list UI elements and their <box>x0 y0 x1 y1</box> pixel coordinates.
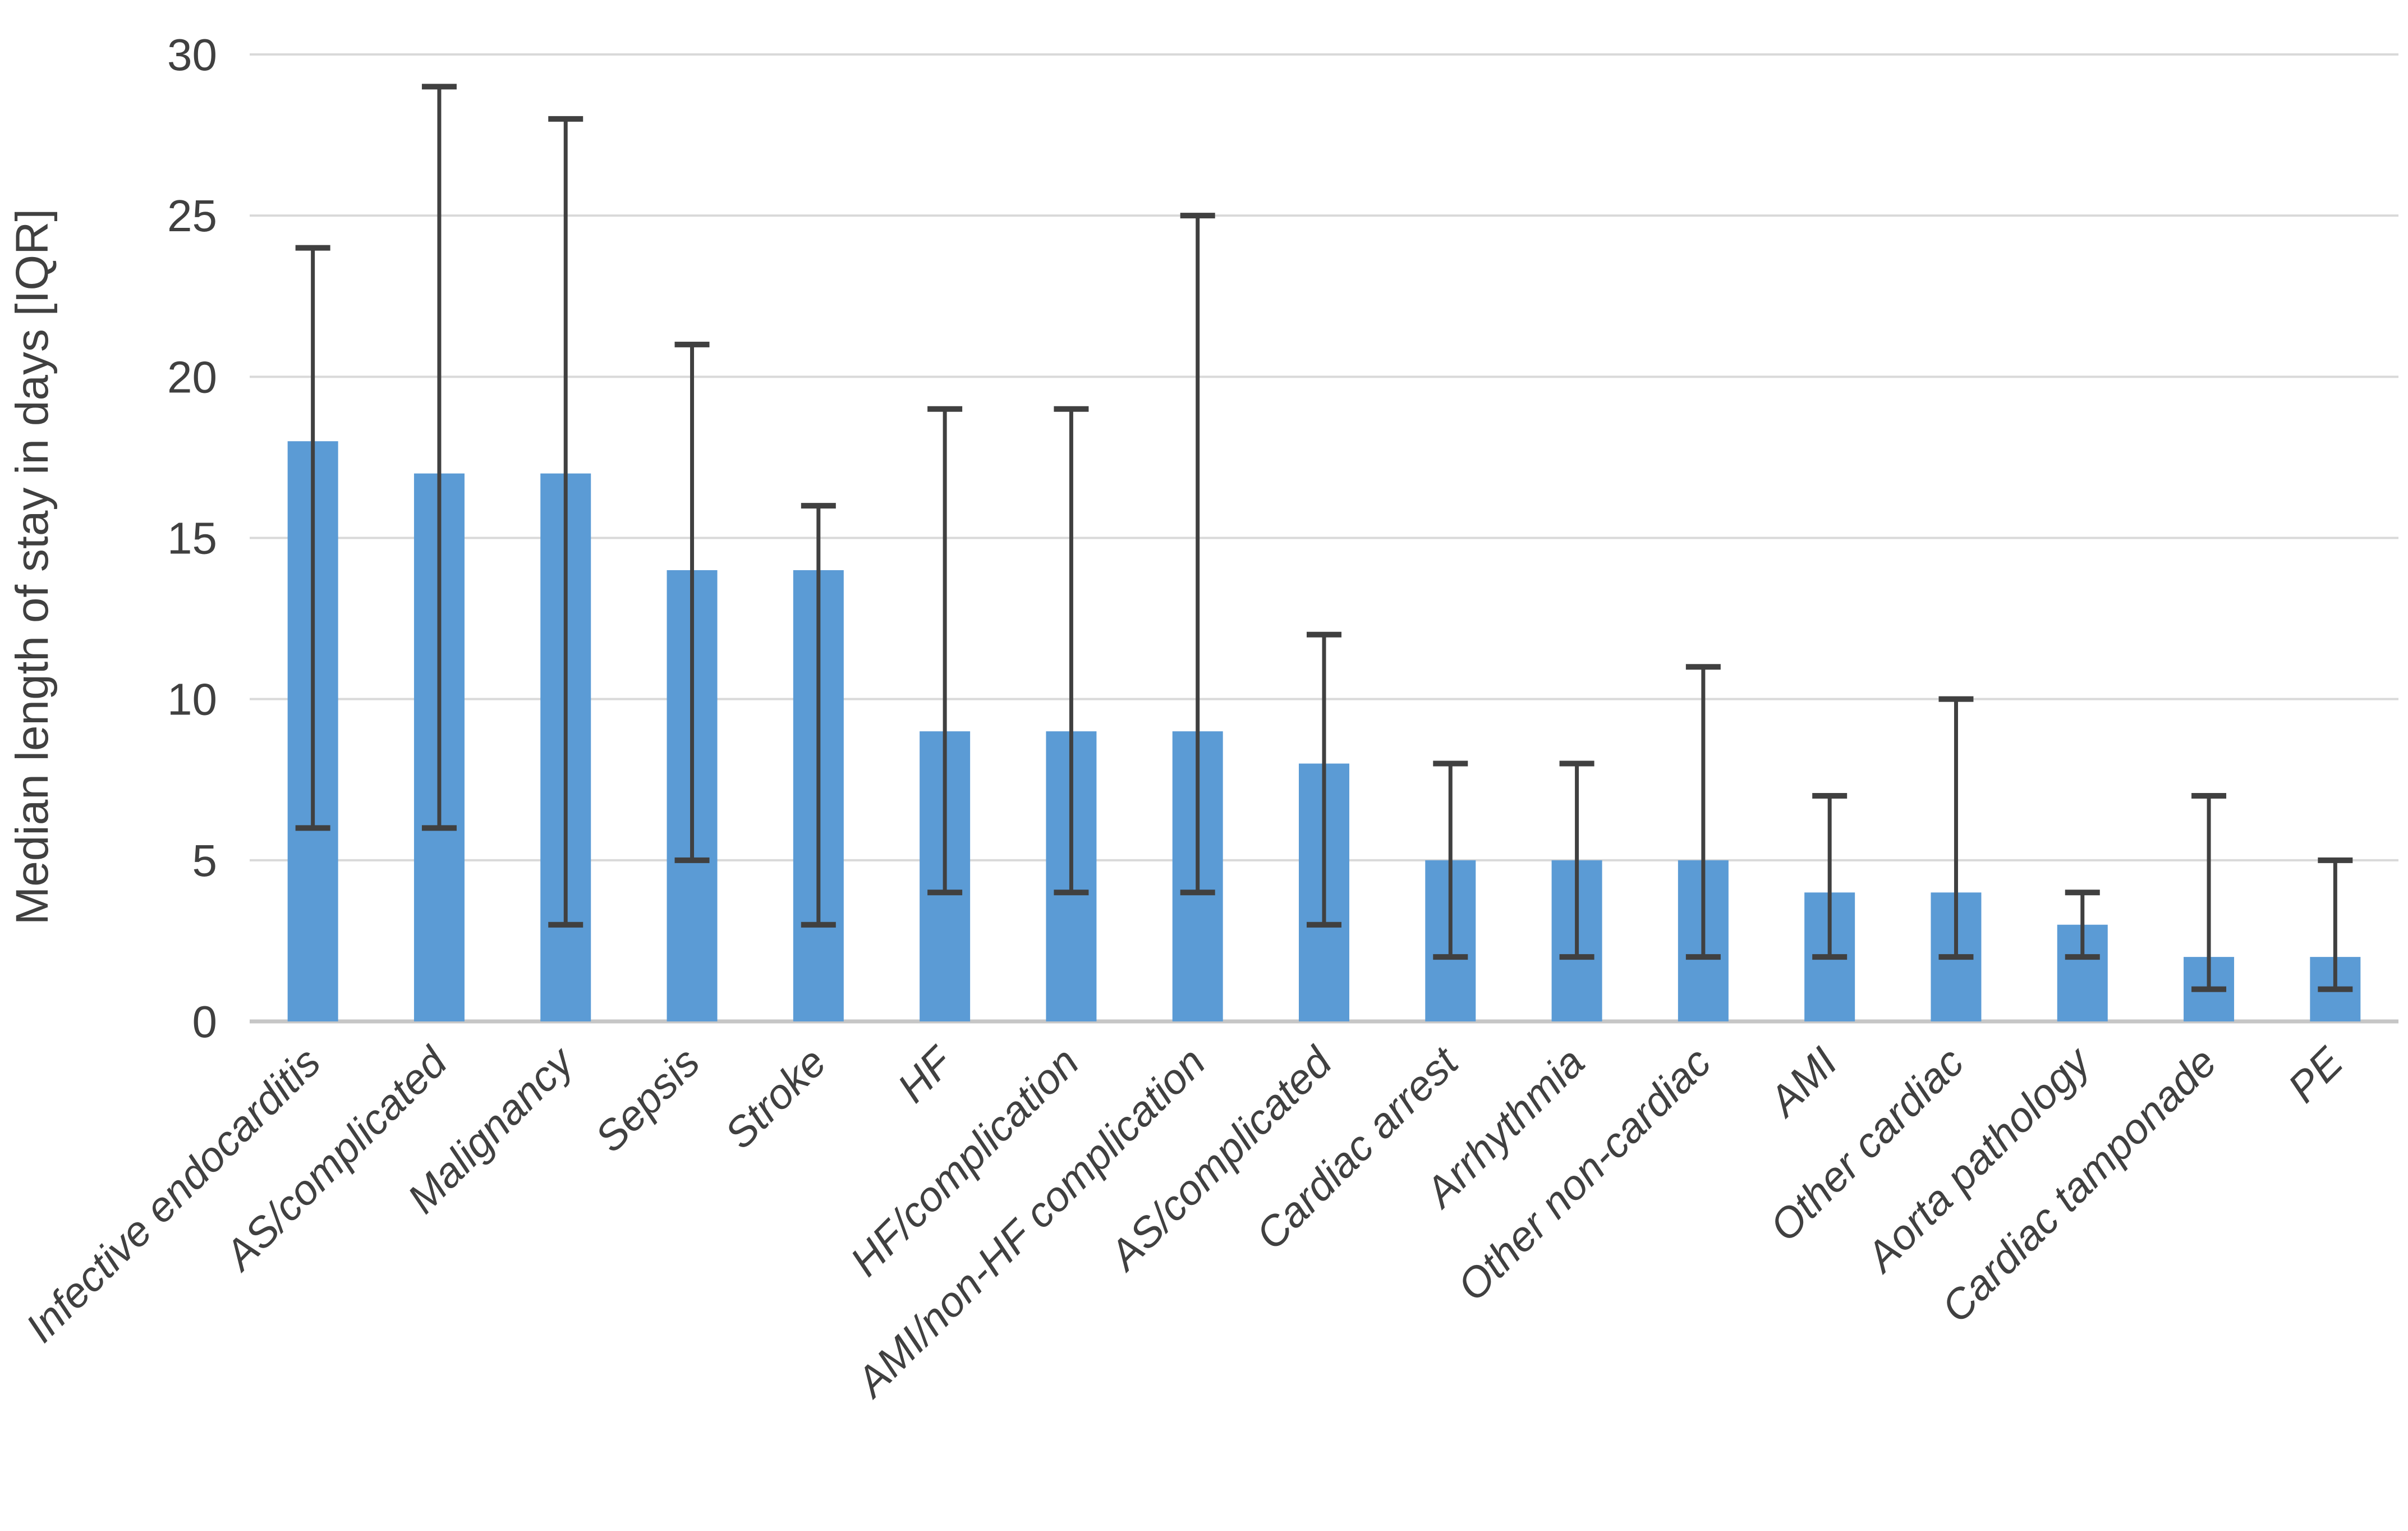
x-category-label: HF/complication <box>841 1038 1088 1285</box>
x-category-label: PE <box>2279 1038 2352 1111</box>
x-axis-category-labels: Infective endocarditisAS/complicatedMali… <box>16 1037 2352 1407</box>
x-category-label: AMI <box>1758 1038 1846 1126</box>
x-category-label: Stroke <box>715 1038 835 1158</box>
y-tick-label: 20 <box>167 352 217 402</box>
y-tick-label: 10 <box>167 675 217 725</box>
y-tick-label: 0 <box>192 997 218 1047</box>
y-tick-label: 30 <box>167 30 217 80</box>
y-tick-label: 25 <box>167 191 217 241</box>
x-category-label: HF <box>888 1037 963 1111</box>
error-bars-layer <box>295 84 2353 992</box>
y-axis-title: Median length of stay in days [IQR] <box>7 209 58 925</box>
y-tick-label: 15 <box>167 514 217 563</box>
x-category-label: AS/complicated <box>1099 1037 1341 1280</box>
x-category-label: AS/complicated <box>214 1037 457 1280</box>
x-category-label: Sepsis <box>586 1038 709 1161</box>
x-category-label: Aorta pathology <box>1855 1037 2101 1282</box>
y-axis-tick-labels: 0 5 10 15 20 25 30 <box>167 30 217 1047</box>
y-tick-label: 5 <box>192 836 218 886</box>
gridlines-layer <box>250 53 2398 1024</box>
